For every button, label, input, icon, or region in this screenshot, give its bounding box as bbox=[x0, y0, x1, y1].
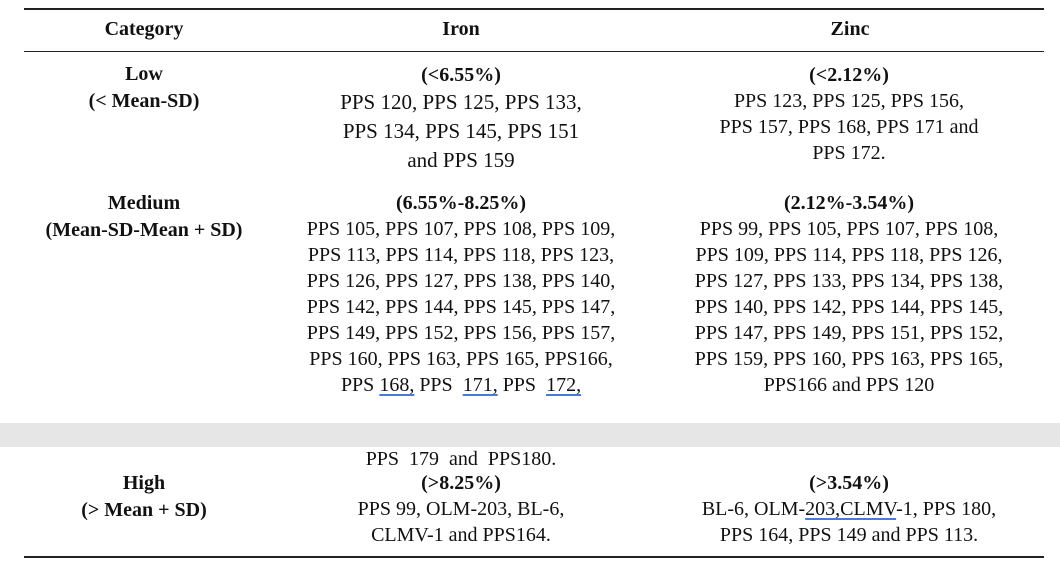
iron-high-line: CLMV-1 and PPS164. bbox=[371, 524, 551, 546]
iron-low-line: PPS 120, PPS 125, PPS 133, bbox=[340, 90, 582, 114]
zinc-medium-line: PPS 99, PPS 105, PPS 107, PPS 108, bbox=[699, 218, 999, 240]
iron-medium-line: PPS 126, PPS 127, PPS 138, PPS 140, bbox=[306, 270, 616, 292]
zinc-medium-line: PPS 147, PPS 149, PPS 151, PPS 152, bbox=[694, 322, 1004, 344]
category-low-label: Low bbox=[125, 63, 163, 85]
zinc-high-cell: (>3.54%) BL-6, OLM-203,CLMV-1, PPS 180, … bbox=[649, 470, 1049, 548]
zinc-medium-line: PPS 140, PPS 142, PPS 144, PPS 145, bbox=[694, 296, 1004, 318]
iron-medium-threshold: (6.55%-8.25%) bbox=[396, 192, 526, 214]
category-high-label: High bbox=[122, 472, 166, 494]
text-run: PPS bbox=[414, 374, 463, 396]
underlined-run: 171, bbox=[462, 374, 498, 396]
category-high-sublabel: (> Mean + SD) bbox=[81, 499, 207, 521]
iron-medium-line: PPS 160, PPS 163, PPS 165, PPS166, bbox=[309, 348, 613, 370]
iron-low-threshold: (<6.55%) bbox=[421, 64, 501, 86]
header-category: Category bbox=[104, 18, 184, 40]
category-low-sublabel: (< Mean-SD) bbox=[88, 90, 200, 112]
category-low: Low (< Mean-SD) bbox=[44, 61, 244, 115]
iron-medium-cell: (6.55%-8.25%) PPS 105, PPS 107, PPS 108,… bbox=[261, 190, 661, 398]
zinc-low-line: PPS 172. bbox=[812, 142, 886, 164]
iron-medium-line: PPS 105, PPS 107, PPS 108, PPS 109, bbox=[306, 218, 616, 240]
table-top-rule bbox=[24, 8, 1044, 10]
iron-high-cell: (>8.25%) PPS 99, OLM-203, BL-6, CLMV-1 a… bbox=[261, 470, 661, 548]
category-medium-sublabel: (Mean-SD-Mean + SD) bbox=[45, 219, 243, 241]
iron-low-cell: (<6.55%) PPS 120, PPS 125, PPS 133, PPS … bbox=[261, 62, 661, 175]
text-run: -1, PPS 180, bbox=[896, 498, 997, 520]
zinc-medium-line: PPS 159, PPS 160, PPS 163, PPS 165, bbox=[694, 348, 1004, 370]
underlined-run: 203,CLMV bbox=[805, 498, 897, 520]
iron-low-line: and PPS 159 bbox=[407, 148, 515, 172]
zinc-high-threshold: (>3.54%) bbox=[809, 472, 889, 494]
category-high: High (> Mean + SD) bbox=[44, 470, 244, 524]
text-run: PPS bbox=[497, 374, 547, 396]
iron-medium-overflow: PPS 179 and PPS180. bbox=[365, 448, 557, 470]
page-break-band bbox=[0, 423, 1060, 447]
category-medium-label: Medium bbox=[107, 192, 181, 214]
underlined-run: 168, bbox=[379, 374, 415, 396]
iron-medium-line: PPS 142, PPS 144, PPS 145, PPS 147, bbox=[306, 296, 616, 318]
category-medium: Medium (Mean-SD-Mean + SD) bbox=[24, 190, 264, 244]
header-zinc: Zinc bbox=[830, 18, 870, 40]
zinc-low-threshold: (<2.12%) bbox=[809, 64, 889, 86]
iron-high-threshold: (>8.25%) bbox=[421, 472, 501, 494]
zinc-medium-line: PPS 127, PPS 133, PPS 134, PPS 138, bbox=[694, 270, 1004, 292]
zinc-low-cell: (<2.12%) PPS 123, PPS 125, PPS 156, PPS … bbox=[649, 62, 1049, 166]
zinc-high-line: BL-6, OLM-203,CLMV-1, PPS 180, bbox=[649, 496, 1049, 522]
underlined-run: 172, bbox=[546, 374, 582, 396]
zinc-medium-cell: (2.12%-3.54%) PPS 99, PPS 105, PPS 107, … bbox=[649, 190, 1049, 398]
iron-medium-line: PPS 149, PPS 152, PPS 156, PPS 157, bbox=[306, 322, 616, 344]
iron-low-line: PPS 134, PPS 145, PPS 151 bbox=[342, 119, 580, 143]
iron-medium-line: PPS 113, PPS 114, PPS 118, PPS 123, bbox=[307, 244, 615, 266]
zinc-medium-threshold: (2.12%-3.54%) bbox=[784, 192, 914, 214]
zinc-medium-line: PPS 109, PPS 114, PPS 118, PPS 126, bbox=[695, 244, 1003, 266]
text-run: BL-6, OLM- bbox=[701, 498, 806, 520]
header-iron: Iron bbox=[442, 18, 480, 40]
zinc-high-line: PPS 164, PPS 149 and PPS 113. bbox=[719, 524, 979, 546]
iron-medium-line-last: PPS 168, PPS 171, PPS 172, bbox=[261, 372, 661, 398]
text-run: PPS bbox=[340, 374, 380, 396]
table-bottom-rule bbox=[24, 556, 1044, 558]
iron-high-line: PPS 99, OLM-203, BL-6, bbox=[357, 498, 565, 520]
zinc-low-line: PPS 157, PPS 168, PPS 171 and bbox=[719, 116, 979, 138]
zinc-medium-line: PPS166 and PPS 120 bbox=[763, 374, 935, 396]
header-rule bbox=[24, 51, 1044, 52]
zinc-low-line: PPS 123, PPS 125, PPS 156, bbox=[733, 90, 965, 112]
